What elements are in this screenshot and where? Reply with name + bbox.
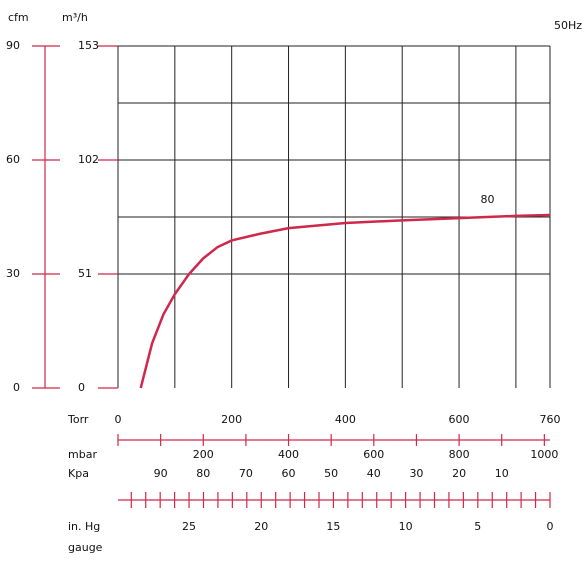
x-tick-label: 200 — [221, 413, 242, 426]
mbar-label: 200 — [193, 448, 214, 461]
mbar-label: 600 — [363, 448, 384, 461]
inhg-label: 5 — [474, 520, 481, 533]
x-tick-label: 760 — [540, 413, 561, 426]
kpa-label: 80 — [196, 467, 210, 480]
y2-tick-label: 60 — [6, 153, 20, 166]
x-tick-label: 0 — [115, 413, 122, 426]
kpa-label: 60 — [282, 467, 296, 480]
mbar-label: 1000 — [530, 448, 558, 461]
kpa-label: 70 — [239, 467, 253, 480]
inhg-label: 25 — [182, 520, 196, 533]
mbar-label: 800 — [449, 448, 470, 461]
kpa-label: 20 — [452, 467, 466, 480]
y-tick-label: 51 — [78, 267, 92, 280]
inhg-label: 20 — [254, 520, 268, 533]
y2-tick-label: 0 — [13, 381, 20, 394]
y-axis-title: m³/h — [62, 11, 88, 24]
y2-tick-label: 30 — [6, 267, 20, 280]
kpa-label: 10 — [495, 467, 509, 480]
y-tick-label: 102 — [78, 153, 99, 166]
kpa-title: Kpa — [68, 467, 89, 480]
x-axis-title: Torr — [67, 413, 89, 426]
kpa-label: 30 — [409, 467, 423, 480]
annotation: 80 — [480, 193, 494, 206]
kpa-label: 90 — [154, 467, 168, 480]
y-tick-label: 153 — [78, 39, 99, 52]
mbar-title: mbar — [68, 448, 97, 461]
inhg-label: 15 — [326, 520, 340, 533]
y2-tick-label: 90 — [6, 39, 20, 52]
kpa-label: 40 — [367, 467, 381, 480]
x-tick-label: 600 — [449, 413, 470, 426]
y-tick-label: 0 — [78, 381, 85, 394]
inhg-title2: gauge — [68, 541, 103, 554]
inhg-title: in. Hg — [68, 520, 100, 533]
inhg-label: 0 — [547, 520, 554, 533]
y2-axis-title: cfm — [8, 11, 29, 24]
kpa-label: 50 — [324, 467, 338, 480]
frequency: 50Hz — [554, 19, 582, 32]
curve — [139, 213, 551, 389]
mbar-label: 400 — [278, 448, 299, 461]
x-tick-label: 400 — [335, 413, 356, 426]
inhg-label: 10 — [399, 520, 413, 533]
